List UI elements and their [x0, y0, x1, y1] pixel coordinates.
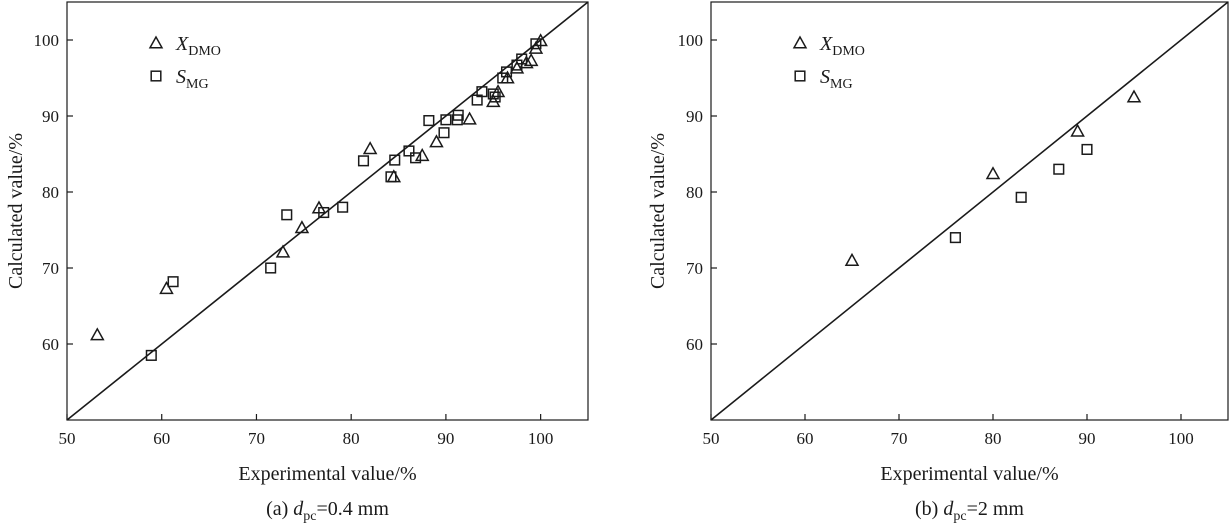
triangle-point-a-7 — [414, 147, 430, 162]
x-tick-label-a-4: 90 — [437, 429, 454, 448]
x-tick-label-a-2: 70 — [248, 429, 265, 448]
chart-panel-b: 50 60 70 80 90 100 60 70 80 90 100 Experimental val… — [647, 1, 1229, 524]
caption-a: (a) dpc=0.4 mm — [266, 498, 389, 524]
square-point-a-20 — [497, 72, 509, 84]
legend-marker-a-1 — [150, 70, 162, 82]
triangle-point-a-2 — [275, 244, 291, 258]
x-tick-label-b-5: 100 — [1168, 429, 1194, 448]
square-point-a-9 — [403, 145, 415, 157]
square-point-a-4 — [318, 206, 330, 219]
square-point-b-1 — [1015, 191, 1027, 203]
y-tick-label-a-0: 60 — [42, 335, 59, 354]
square-point-a-15 — [452, 109, 464, 121]
x-axis-title-a: Experimental value/% — [238, 463, 416, 485]
series-square-b — [949, 143, 1093, 244]
square-point-a-0 — [145, 349, 157, 361]
series-triangle-b — [844, 89, 1142, 266]
caption-b: (b) dpc=2 mm — [915, 498, 1024, 524]
y-tick-label-b-3: 90 — [686, 107, 703, 126]
y-axis-title-a: Calculated value/% — [5, 133, 27, 289]
triangle-point-b-3 — [1126, 89, 1142, 103]
legend-label-a-1: SMG — [176, 66, 209, 92]
square-point-b-2 — [1053, 163, 1065, 175]
chart-panel-a: 50 60 70 80 90 100 60 70 80 90 100 Experimental val… — [5, 1, 589, 524]
series-square-a — [145, 38, 542, 361]
x-tick-label-a-1: 60 — [153, 429, 170, 448]
legend-label-b-1: SMG — [820, 66, 853, 92]
square-point-a-21 — [500, 66, 513, 78]
triangle-point-a-16 — [528, 40, 544, 54]
x-tick-label-a-3: 80 — [343, 429, 360, 448]
square-point-a-3 — [281, 209, 293, 221]
triangle-point-b-2 — [1070, 123, 1085, 137]
triangle-point-a-3 — [294, 220, 310, 234]
triangle-point-a-14 — [519, 55, 534, 69]
reference-line-a — [66, 1, 589, 421]
legend-label-b-0: XDMO — [819, 33, 865, 59]
square-point-a-23 — [516, 53, 528, 65]
y-axis-title-b: Calculated value/% — [647, 133, 669, 289]
triangle-point-a-8 — [429, 134, 444, 148]
square-point-a-8 — [389, 154, 401, 166]
square-point-a-13 — [440, 114, 452, 126]
reference-line-b — [710, 1, 1229, 421]
y-tick-label-b-0: 60 — [686, 335, 703, 354]
y-tick-label-a-1: 70 — [42, 259, 59, 278]
y-tick-label-a-2: 80 — [42, 183, 59, 202]
triangle-point-b-1 — [985, 166, 1001, 180]
square-point-a-12 — [438, 127, 450, 139]
triangle-point-a-5 — [362, 141, 378, 155]
x-tick-label-b-0: 50 — [703, 429, 720, 448]
square-point-a-11 — [423, 115, 435, 127]
legend-marker-b-1 — [794, 70, 806, 82]
square-point-a-1 — [167, 276, 179, 288]
square-point-a-6 — [357, 155, 370, 167]
x-tick-label-a-5: 100 — [528, 429, 554, 448]
y-tick-label-b-4: 100 — [678, 31, 704, 50]
x-tick-label-b-2: 70 — [891, 429, 908, 448]
square-point-a-19 — [489, 91, 501, 103]
y-tick-label-a-4: 100 — [34, 31, 60, 50]
x-tick-label-b-3: 80 — [985, 429, 1002, 448]
triangle-point-a-9 — [462, 111, 477, 125]
square-point-a-7 — [385, 171, 397, 183]
y-tick-label-a-3: 90 — [42, 107, 59, 126]
triangle-point-a-15 — [523, 52, 539, 67]
plot-frame-b — [710, 1, 1229, 421]
square-point-a-24 — [530, 38, 542, 50]
plot-frame-a — [66, 1, 589, 421]
square-point-a-5 — [337, 201, 349, 213]
triangle-point-b-0 — [844, 252, 860, 266]
x-tick-label-b-1: 60 — [797, 429, 814, 448]
square-point-a-17 — [476, 86, 488, 98]
x-axis-title-b: Experimental value/% — [880, 463, 1058, 485]
triangle-point-a-1 — [159, 280, 174, 295]
x-tick-label-a-0: 50 — [59, 429, 76, 448]
legend-marker-b-0 — [792, 35, 808, 49]
square-point-a-18 — [487, 88, 499, 100]
square-point-b-0 — [949, 232, 961, 244]
square-point-a-2 — [265, 262, 277, 274]
square-point-a-10 — [410, 152, 422, 164]
y-tick-label-b-1: 70 — [686, 259, 703, 278]
x-tick-label-b-4: 90 — [1079, 429, 1096, 448]
square-point-b-3 — [1081, 143, 1093, 155]
triangle-point-a-0 — [90, 327, 105, 341]
legend-marker-a-0 — [148, 35, 164, 49]
legend-label-a-0: XDMO — [175, 33, 221, 59]
y-tick-label-b-2: 80 — [686, 183, 703, 202]
